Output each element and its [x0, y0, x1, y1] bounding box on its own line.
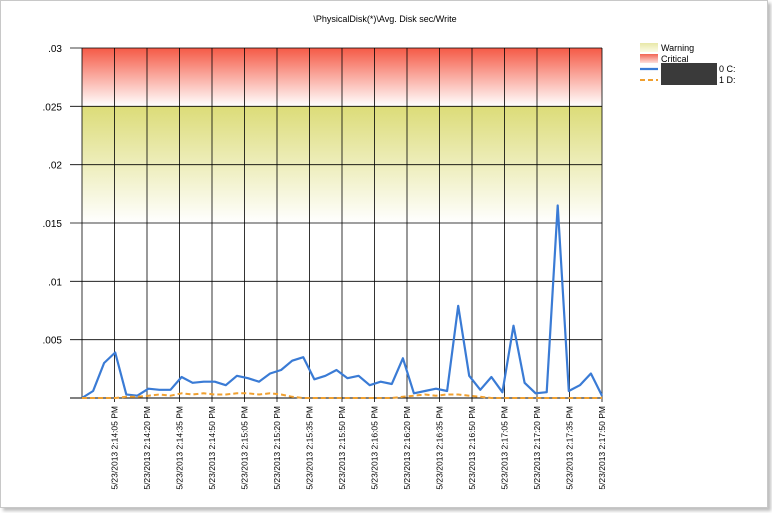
- chart-title: \PhysicalDisk(*)\Avg. Disk sec/Write: [313, 14, 456, 24]
- x-tick-label: 5/23/2013 2:17:50 PM: [597, 406, 607, 490]
- x-tick-label: 5/23/2013 2:17:35 PM: [565, 406, 575, 490]
- x-tick-label: 5/23/2013 2:15:50 PM: [337, 406, 347, 490]
- x-tick-label: 5/23/2013 2:14:35 PM: [175, 406, 185, 490]
- legend-label-critical: Critical: [661, 54, 689, 64]
- x-tick-label: 5/23/2013 2:15:20 PM: [272, 406, 282, 490]
- legend-label-warning: Warning: [661, 43, 694, 53]
- x-tick-label: 5/23/2013 2:17:20 PM: [532, 406, 542, 490]
- y-tick-label: .005: [43, 336, 63, 347]
- x-tick-label: 5/23/2013 2:15:35 PM: [305, 406, 315, 490]
- x-tick-label: 5/23/2013 2:17:05 PM: [500, 406, 510, 490]
- y-tick-label: .025: [43, 102, 63, 113]
- x-tick-label: 5/23/2013 2:14:20 PM: [142, 406, 152, 490]
- y-tick-labels: .03 .025 .02 .015 .01 .005: [43, 44, 63, 347]
- x-tick-label: 5/23/2013 2:16:50 PM: [467, 406, 477, 490]
- x-tick-label: 5/23/2013 2:16:35 PM: [435, 406, 445, 490]
- x-tick-label: 5/23/2013 2:14:05 PM: [110, 406, 120, 490]
- legend-swatch-warning: [640, 43, 658, 52]
- y-tick-label: .015: [43, 219, 63, 230]
- x-tick-label: 5/23/2013 2:15:05 PM: [240, 406, 250, 490]
- x-tick-labels: 5/23/2013 2:14:05 PM 5/23/2013 2:14:20 PM…: [110, 398, 607, 490]
- series-lines: [81, 204, 603, 399]
- x-tick-label: 5/23/2013 2:16:05 PM: [370, 406, 380, 490]
- legend-label-series-1: 1 D:: [719, 75, 736, 85]
- y-tick-label: .03: [48, 44, 62, 55]
- legend-label-series-0: 0 C:: [719, 64, 736, 74]
- x-tick-label: 5/23/2013 2:16:20 PM: [402, 406, 412, 490]
- series-line-0c: [81, 204, 603, 399]
- legend-swatch-critical: [640, 54, 658, 63]
- y-tick-label: .01: [48, 277, 62, 288]
- x-tick-label: 5/23/2013 2:14:50 PM: [207, 406, 217, 490]
- grid-lines: [70, 47, 603, 398]
- series-line-1d: [82, 392, 602, 399]
- legend-redacted-instance: [661, 63, 717, 85]
- y-tick-label: .02: [48, 161, 62, 172]
